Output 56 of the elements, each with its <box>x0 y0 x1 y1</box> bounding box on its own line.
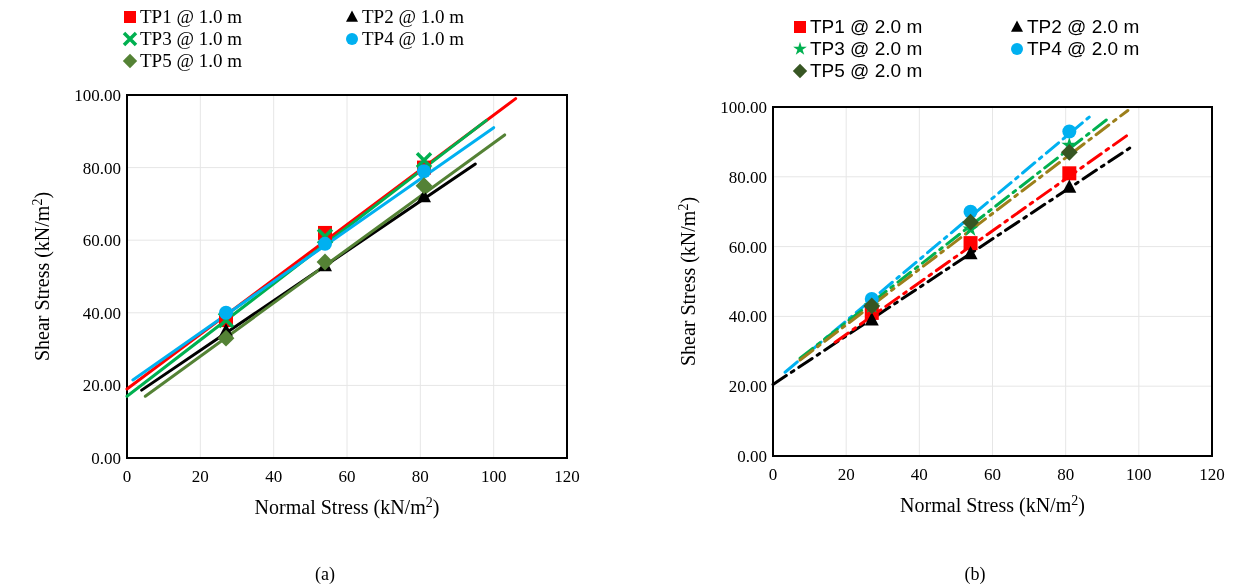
point <box>217 329 235 347</box>
point <box>1062 166 1077 181</box>
x-tick-label: 60 <box>984 465 1001 484</box>
x-tick-label: 0 <box>122 467 132 486</box>
legend-label: TP4 @ 2.0 m <box>1027 38 1140 59</box>
point <box>219 305 233 320</box>
x-tick-label: 120 <box>554 467 580 486</box>
y-tick-label: 40.00 <box>728 307 767 327</box>
legend-label: TP4 @ 1.0 m <box>362 28 465 49</box>
y-tick-label: 20.00 <box>82 376 121 396</box>
legend-label: TP5 @ 1.0 m <box>140 50 243 71</box>
legend-label: TP3 @ 1.0 m <box>140 28 243 49</box>
legend-label: TP3 @ 2.0 m <box>810 38 923 59</box>
point <box>963 236 978 251</box>
y-tick-label: 80.00 <box>728 167 767 187</box>
legend-label: TP1 @ 2.0 m <box>810 16 923 37</box>
point <box>318 236 332 251</box>
point <box>864 312 879 326</box>
y-tick-label: 20.00 <box>728 377 767 397</box>
y-tick-label: 60.00 <box>728 237 767 257</box>
x-tick-label: 0 <box>768 465 778 484</box>
y-tick-label: 60.00 <box>82 231 121 251</box>
x-tick-label: 120 <box>1199 465 1225 484</box>
y-tick-label: 100.00 <box>720 98 767 117</box>
point <box>1060 143 1078 161</box>
point <box>316 227 334 246</box>
legend-label: TP1 @ 1.0 m <box>140 6 243 27</box>
point <box>1062 179 1077 193</box>
x-tick-label: 40 <box>910 465 928 484</box>
legend-label: TP2 @ 1.0 m <box>362 6 465 27</box>
x-tick-label: 80 <box>1057 465 1075 484</box>
x-tick-label: 100 <box>480 467 507 486</box>
x-tick-label: 100 <box>1126 465 1152 484</box>
x-tick-label: 20 <box>191 467 209 486</box>
y-tick-label: 0.00 <box>91 449 121 468</box>
point <box>963 245 978 260</box>
y-tick-label: 40.00 <box>82 303 121 323</box>
text: (b) <box>964 564 986 585</box>
point <box>415 151 433 170</box>
legend-label: TP2 @ 2.0 m <box>1027 16 1140 37</box>
point <box>316 253 334 271</box>
x-tick-label: 60 <box>338 467 356 486</box>
x-axis-title: Normal Stress (kN/m$^{2}$) <box>900 492 1085 517</box>
point <box>417 164 431 179</box>
point <box>1062 124 1077 139</box>
point <box>962 213 979 231</box>
x-tick-label: 40 <box>265 467 283 486</box>
x-axis-title: Normal Stress (kN/m$^{2}$) <box>254 494 440 519</box>
x-tick-label: 20 <box>837 465 855 484</box>
text: (a) <box>315 564 335 585</box>
point <box>415 177 433 195</box>
y-tick-label: 80.00 <box>82 158 121 178</box>
y-tick-label: 0.00 <box>737 447 767 466</box>
x-tick-label: 80 <box>411 467 429 486</box>
legend-label: TP5 @ 2.0 m <box>810 60 923 81</box>
y-tick-label: 100.00 <box>74 86 121 105</box>
